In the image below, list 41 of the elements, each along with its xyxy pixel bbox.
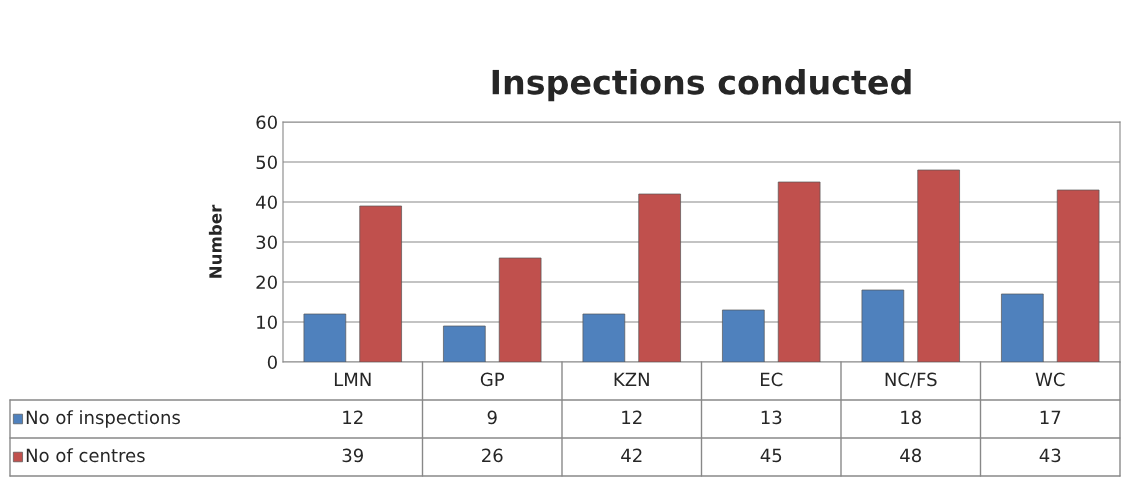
y-tick-label: 40 <box>256 195 277 210</box>
x-tick-label: EC <box>761 372 783 387</box>
legend-label: No of inspections <box>26 410 180 428</box>
data-label: 26 <box>482 448 503 463</box>
bar <box>498 257 542 362</box>
bar <box>722 309 765 362</box>
data-label: 43 <box>1039 448 1061 463</box>
data-label: 18 <box>901 410 921 425</box>
y-tick-label: 10 <box>257 315 277 330</box>
x-tick-label: WC <box>1035 372 1065 387</box>
bar <box>359 205 402 362</box>
bar <box>861 289 905 362</box>
data-label: 45 <box>760 448 782 463</box>
data-label: 12 <box>622 410 642 424</box>
bar <box>303 313 347 362</box>
y-tick-label: 0 <box>267 355 277 370</box>
data-label: 39 <box>342 448 363 463</box>
data-label: 48 <box>900 448 921 463</box>
y-tick-label: 30 <box>256 235 277 250</box>
bar <box>1056 189 1100 362</box>
chart-title: Inspections conducted <box>492 68 911 102</box>
data-label: 42 <box>621 448 642 462</box>
data-label: 13 <box>761 410 782 425</box>
data-label: 12 <box>343 410 363 424</box>
y-tick-label: 60 <box>256 115 277 130</box>
data-label: 9 <box>487 410 497 425</box>
bar <box>777 181 821 362</box>
bar <box>917 169 960 362</box>
y-tick-label: 50 <box>256 155 277 170</box>
y-tick-label: 20 <box>256 275 277 290</box>
data-label: 17 <box>1040 410 1061 424</box>
x-tick-label: GP <box>480 372 505 387</box>
y-axis-title: Number <box>208 204 222 278</box>
x-tick-label: KZN <box>614 372 649 386</box>
x-tick-label: NC/FS <box>885 372 937 388</box>
legend-label: No of centres <box>26 448 145 463</box>
bar <box>582 313 626 362</box>
x-tick-label: LMN <box>334 372 371 386</box>
bar <box>443 325 486 362</box>
bar <box>638 193 681 362</box>
bar <box>1001 293 1044 362</box>
